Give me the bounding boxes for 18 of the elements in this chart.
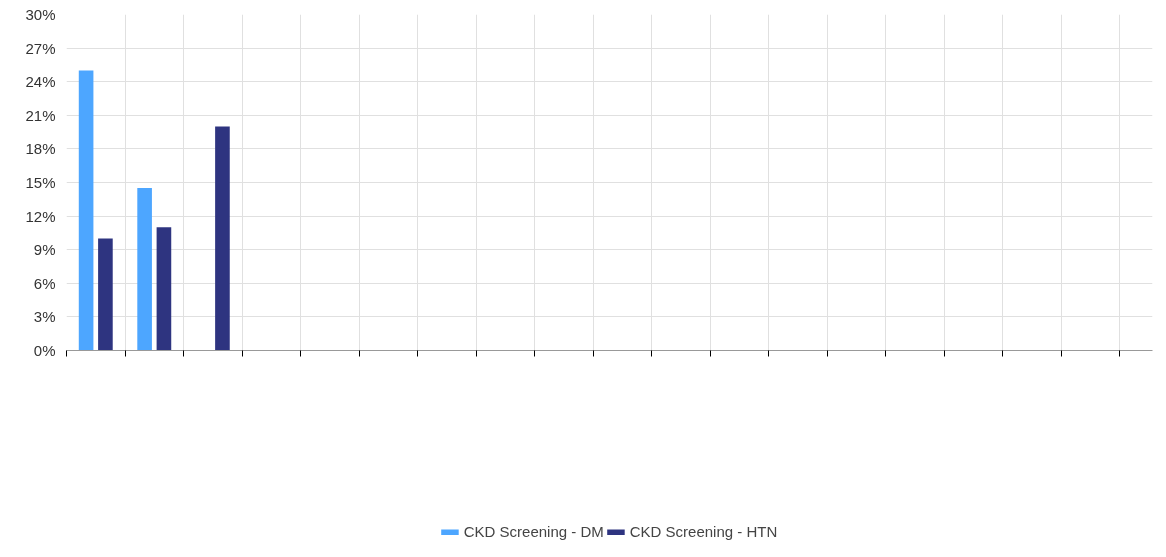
bar [137,188,152,351]
y-tick-label: 0% [33,342,56,359]
y-tick-label: 18% [25,140,56,158]
y-tick-label: 24% [25,73,56,91]
legend-label: CKD Screening - DM [463,523,604,540]
bar [215,126,230,351]
y-tick-label: 15% [25,174,56,191]
y-tick-label: 6% [33,274,56,292]
y-tick-label: 9% [33,241,56,259]
y-tick-label: 30% [25,6,56,23]
bar [78,70,94,351]
legend-label: CKD Screening - HTN [629,523,778,540]
y-tick-label: 3% [33,308,56,326]
y-tick-label: 21% [25,106,56,124]
bar [156,227,172,351]
y-tick-label: 12% [25,207,56,225]
bar [98,238,113,351]
y-tick-label: 27% [25,39,56,57]
